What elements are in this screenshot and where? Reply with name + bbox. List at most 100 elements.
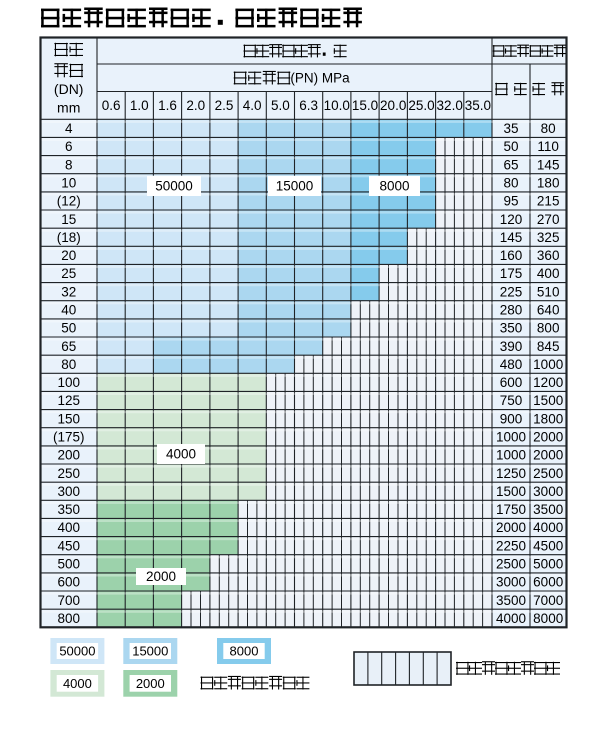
svg-text:480: 480 xyxy=(500,357,523,372)
svg-text:2000: 2000 xyxy=(136,676,165,691)
svg-text:175: 175 xyxy=(500,266,523,281)
svg-text:110: 110 xyxy=(537,139,559,154)
svg-text:700: 700 xyxy=(58,593,81,608)
svg-text:50: 50 xyxy=(61,321,76,336)
svg-text:4000: 4000 xyxy=(496,611,526,626)
svg-text:50000: 50000 xyxy=(155,179,193,194)
svg-text:6000: 6000 xyxy=(533,575,563,590)
svg-text:2000: 2000 xyxy=(533,430,563,445)
svg-text:2500: 2500 xyxy=(496,557,526,572)
svg-text:0.6: 0.6 xyxy=(102,98,121,113)
svg-text:1000: 1000 xyxy=(496,430,526,445)
svg-text:120: 120 xyxy=(500,212,523,227)
svg-text:800: 800 xyxy=(537,321,560,336)
svg-text:3500: 3500 xyxy=(533,502,563,517)
svg-text:1800: 1800 xyxy=(533,411,563,426)
svg-text:(12): (12) xyxy=(57,194,81,209)
svg-text:10.0: 10.0 xyxy=(324,98,350,113)
svg-text:1200: 1200 xyxy=(533,375,563,390)
svg-text:500: 500 xyxy=(58,557,81,572)
svg-text:4000: 4000 xyxy=(166,447,196,462)
svg-text:2000: 2000 xyxy=(533,448,563,463)
svg-text:1750: 1750 xyxy=(496,502,526,517)
svg-text:1250: 1250 xyxy=(496,466,526,481)
svg-text:4: 4 xyxy=(65,121,73,136)
svg-text:145: 145 xyxy=(537,157,560,172)
svg-text:750: 750 xyxy=(500,393,523,408)
svg-text:7000: 7000 xyxy=(533,593,563,608)
svg-text:10: 10 xyxy=(61,176,76,191)
svg-text:25.0: 25.0 xyxy=(408,98,434,113)
svg-text:15000: 15000 xyxy=(276,179,314,194)
svg-text:300: 300 xyxy=(58,484,81,499)
svg-text:2250: 2250 xyxy=(496,538,526,553)
svg-text:1.0: 1.0 xyxy=(130,98,149,113)
svg-text:3000: 3000 xyxy=(533,484,563,499)
svg-text:(18): (18) xyxy=(57,230,81,245)
svg-text:3000: 3000 xyxy=(496,575,526,590)
svg-text:215: 215 xyxy=(537,194,560,209)
svg-text:6: 6 xyxy=(65,139,73,154)
svg-text:2.5: 2.5 xyxy=(215,98,234,113)
svg-text:4.0: 4.0 xyxy=(243,98,262,113)
svg-text:2000: 2000 xyxy=(496,520,526,535)
svg-text:15.0: 15.0 xyxy=(352,98,378,113)
svg-text:1500: 1500 xyxy=(496,484,526,499)
svg-text:5000: 5000 xyxy=(533,557,563,572)
svg-text:40: 40 xyxy=(61,303,76,318)
svg-text:3500: 3500 xyxy=(496,593,526,608)
svg-text:225: 225 xyxy=(500,284,523,299)
svg-text:8000: 8000 xyxy=(533,611,563,626)
svg-text:900: 900 xyxy=(500,411,523,426)
svg-text:360: 360 xyxy=(537,248,560,263)
svg-text:6.3: 6.3 xyxy=(299,98,318,113)
svg-text:35: 35 xyxy=(503,121,518,136)
svg-text:(175): (175) xyxy=(53,430,85,445)
svg-text:65: 65 xyxy=(503,157,518,172)
svg-text:800: 800 xyxy=(58,611,81,626)
svg-text:4500: 4500 xyxy=(533,538,563,553)
svg-text:1000: 1000 xyxy=(496,448,526,463)
svg-text:200: 200 xyxy=(58,448,81,463)
svg-text:145: 145 xyxy=(500,230,523,245)
svg-text:5.0: 5.0 xyxy=(271,98,290,113)
svg-text:4000: 4000 xyxy=(533,520,563,535)
svg-text:35.0: 35.0 xyxy=(465,98,491,113)
svg-text:180: 180 xyxy=(537,176,560,191)
svg-text:350: 350 xyxy=(500,321,523,336)
svg-text:1.6: 1.6 xyxy=(158,98,177,113)
svg-text:450: 450 xyxy=(58,538,81,553)
svg-text:8: 8 xyxy=(65,157,73,172)
svg-text:160: 160 xyxy=(500,248,523,263)
svg-text:32.0: 32.0 xyxy=(437,98,463,113)
svg-text:600: 600 xyxy=(58,575,81,590)
svg-text:600: 600 xyxy=(500,375,523,390)
svg-text:32: 32 xyxy=(61,284,76,299)
svg-text:2500: 2500 xyxy=(533,466,563,481)
svg-text:65: 65 xyxy=(61,339,76,354)
svg-text:350: 350 xyxy=(58,502,81,517)
svg-text:845: 845 xyxy=(537,339,560,354)
svg-text:640: 640 xyxy=(537,303,560,318)
svg-text:1500: 1500 xyxy=(533,393,563,408)
svg-text:80: 80 xyxy=(503,176,518,191)
svg-text:150: 150 xyxy=(58,411,81,426)
svg-text:20.0: 20.0 xyxy=(380,98,406,113)
svg-text:15: 15 xyxy=(61,212,76,227)
svg-text:25: 25 xyxy=(61,266,76,281)
svg-text:50000: 50000 xyxy=(59,644,95,659)
svg-text:8000: 8000 xyxy=(379,179,409,194)
svg-text:mm: mm xyxy=(57,100,80,116)
svg-text:400: 400 xyxy=(58,520,81,535)
svg-text:4000: 4000 xyxy=(63,676,92,691)
svg-text:250: 250 xyxy=(58,466,81,481)
svg-text:20: 20 xyxy=(61,248,76,263)
svg-text:50: 50 xyxy=(503,139,518,154)
svg-text:8000: 8000 xyxy=(230,644,259,659)
svg-text:100: 100 xyxy=(58,375,81,390)
svg-text:400: 400 xyxy=(537,266,560,281)
svg-text:1000: 1000 xyxy=(533,357,563,372)
svg-text:2.0: 2.0 xyxy=(186,98,205,113)
svg-text:80: 80 xyxy=(541,121,556,136)
svg-text:(DN): (DN) xyxy=(54,81,84,97)
